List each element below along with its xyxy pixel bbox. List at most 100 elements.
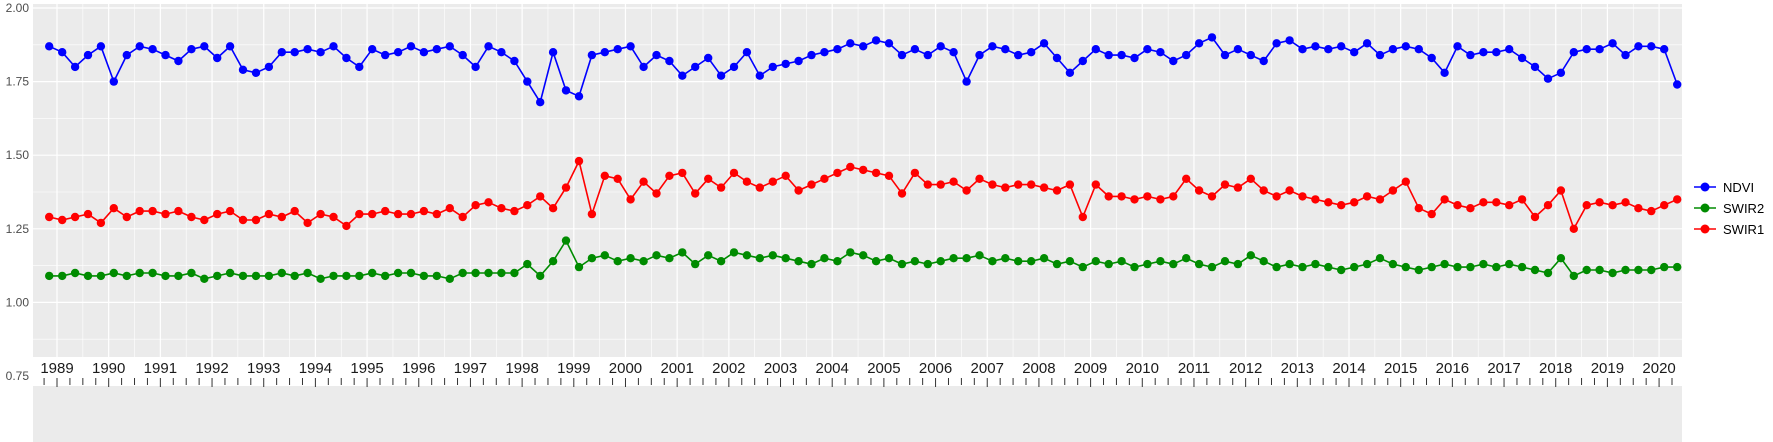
x-axis-tick-label: 2002 [712, 360, 745, 377]
ndvi-point [406, 42, 416, 51]
ndvi-point [1427, 53, 1436, 63]
swir2-point [536, 271, 545, 281]
ndvi-point [1362, 39, 1372, 48]
swir2-point [381, 271, 390, 281]
swir1-point [1492, 198, 1501, 207]
ndvi-point [716, 71, 726, 80]
swir2-point [1014, 257, 1023, 266]
swir1-point [820, 174, 829, 183]
swir2-point [1194, 259, 1204, 269]
ndvi-point [1194, 39, 1204, 48]
ndvi-point [1453, 42, 1462, 51]
swir1-point [1078, 212, 1088, 222]
ndvi-point [510, 56, 519, 66]
swir1-point [936, 180, 945, 189]
ndvi-point [368, 45, 377, 54]
swir2-point [975, 251, 984, 260]
swir2-point [678, 248, 687, 257]
swir2-point [1466, 262, 1475, 272]
ndvi-point [355, 62, 364, 72]
ndvi-point [1517, 53, 1527, 63]
ndvi-point [626, 42, 635, 51]
swir1-point [1647, 206, 1656, 216]
ndvi-point [949, 48, 958, 57]
legend-label-swir1: SWIR1 [1723, 221, 1765, 237]
swir2-point [1130, 262, 1139, 272]
swir1-point [264, 209, 274, 219]
ndvi-point [1401, 42, 1411, 51]
ndvi-point [587, 50, 597, 60]
ndvi-point [600, 48, 609, 57]
swir1-point [923, 180, 932, 189]
ndvi-point [432, 45, 441, 54]
lower-panel-strip [33, 386, 1682, 442]
ndvi-point [820, 48, 829, 57]
ndvi-point [574, 92, 584, 101]
y-axis-tick-label: 2.00 [6, 1, 30, 15]
swir2-point [213, 271, 222, 281]
legend-label-swir2: SWIR2 [1723, 200, 1765, 216]
swir1-point [755, 183, 764, 192]
ndvi-point [523, 77, 532, 86]
x-axis-tick-label: 1994 [299, 360, 332, 377]
ndvi-point [1608, 39, 1617, 48]
swir1-point [213, 209, 222, 219]
swir2-point [755, 254, 764, 263]
ndvi-point [393, 48, 403, 57]
swir2-point [639, 257, 648, 266]
ndvi-point [613, 45, 622, 54]
ndvi-point [962, 77, 971, 86]
swir2-point [704, 251, 713, 260]
x-axis-tick-label: 2020 [1642, 360, 1675, 377]
x-axis-tick-label: 1999 [557, 360, 590, 377]
swir1-series [45, 156, 1682, 233]
swir1-point [833, 168, 842, 178]
swir1-point [1091, 180, 1101, 189]
swir2-point [458, 268, 467, 278]
swir2-point [523, 259, 532, 269]
ndvi-point [1272, 39, 1281, 48]
ndvi-point [755, 71, 764, 80]
ndvi-point [1220, 50, 1230, 60]
swir2-point [884, 254, 894, 263]
swir1-point [639, 177, 648, 186]
swir1-point [691, 189, 700, 198]
x-axis-tick-label: 2000 [609, 360, 642, 377]
swir1-point [768, 177, 777, 186]
swir1-point [109, 204, 119, 213]
ndvi-point [458, 50, 467, 60]
swir1-point [729, 168, 739, 178]
swir1-point [587, 209, 597, 219]
swir1-point [1194, 186, 1204, 195]
swir2-point [1556, 254, 1566, 263]
swir1-point [1156, 195, 1165, 204]
ndvi-point [1543, 74, 1553, 83]
swir1-point [1414, 204, 1424, 213]
x-axis-tick-label: 1992 [195, 360, 228, 377]
y-axis-tick-label: 1.75 [6, 75, 30, 89]
swir1-point [83, 209, 93, 219]
ndvi-point [1246, 50, 1256, 60]
swir1-point [600, 171, 609, 180]
swir2-legend-marker-icon [1692, 201, 1718, 215]
swir1-point [225, 206, 235, 216]
swir2-point [1001, 254, 1010, 263]
x-axis-tick-label: 2015 [1384, 360, 1417, 377]
ndvi-point [148, 45, 157, 54]
swir2-point [587, 254, 597, 263]
swir2-point [148, 268, 157, 278]
ndvi-point [1078, 56, 1088, 66]
swir1-point [1517, 195, 1527, 204]
swir1-point [561, 183, 571, 192]
swir2-point [1517, 262, 1527, 272]
swir1-point [975, 174, 984, 183]
ndvi-point [303, 45, 312, 54]
ndvi-point [445, 42, 454, 51]
ndvi-point [859, 42, 868, 51]
swir2-point [484, 268, 493, 278]
legend-item-swir2: SWIR2 [1692, 199, 1764, 217]
ndvi-point [471, 62, 480, 72]
ndvi-series [45, 33, 1682, 107]
swir1-point [1207, 192, 1217, 201]
